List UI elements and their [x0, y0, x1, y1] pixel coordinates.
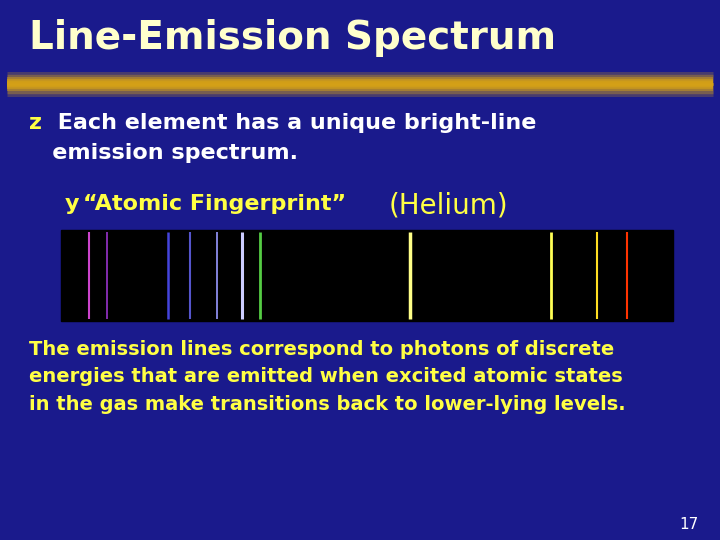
- Text: Each element has a unique bright-line: Each element has a unique bright-line: [50, 113, 537, 133]
- Text: emission spectrum.: emission spectrum.: [29, 143, 298, 163]
- Text: The emission lines correspond to photons of discrete
energies that are emitted w: The emission lines correspond to photons…: [29, 340, 626, 414]
- Text: “Atomic Fingerprint”: “Atomic Fingerprint”: [83, 194, 346, 214]
- Bar: [61, 230, 673, 321]
- Text: (Helium): (Helium): [389, 192, 508, 220]
- Text: y: y: [65, 194, 79, 214]
- Text: 17: 17: [679, 517, 698, 532]
- Text: z: z: [29, 113, 42, 133]
- Text: Line-Emission Spectrum: Line-Emission Spectrum: [29, 19, 556, 57]
